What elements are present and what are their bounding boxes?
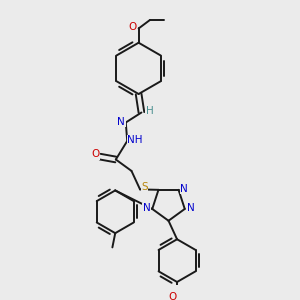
Text: H: H (146, 106, 153, 116)
Text: NH: NH (128, 135, 143, 145)
Text: O: O (91, 149, 99, 159)
Text: O: O (128, 22, 136, 32)
Text: S: S (141, 182, 148, 192)
Text: N: N (117, 117, 125, 127)
Text: O: O (168, 292, 177, 300)
Text: N: N (180, 184, 188, 194)
Text: N: N (187, 203, 194, 213)
Text: N: N (143, 203, 150, 213)
